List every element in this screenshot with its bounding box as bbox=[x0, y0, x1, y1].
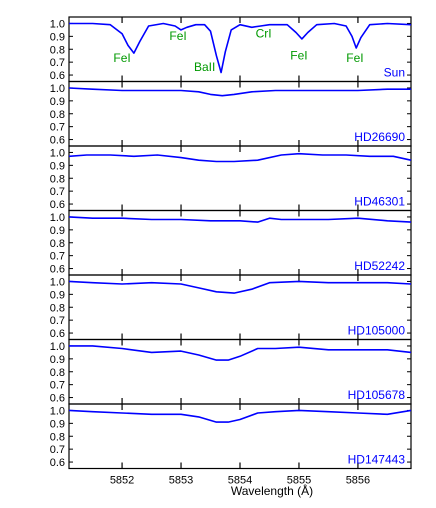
y-tick-label: 0.6 bbox=[50, 264, 65, 276]
y-tick-label: 1.0 bbox=[50, 341, 65, 353]
y-tick-label: 0.7 bbox=[50, 122, 65, 134]
star-label: HD26690 bbox=[354, 130, 405, 144]
y-tick-label: 1.0 bbox=[50, 276, 65, 288]
x-tick-label: 5854 bbox=[228, 475, 252, 487]
y-tick-label: 0.7 bbox=[50, 315, 65, 327]
y-tick-label: 1.0 bbox=[50, 405, 65, 417]
x-tick-label: 5855 bbox=[287, 475, 311, 487]
y-tick-label: 0.6 bbox=[50, 199, 65, 211]
y-tick-label: 0.6 bbox=[50, 70, 65, 82]
y-tick-label: 0.6 bbox=[50, 135, 65, 147]
y-tick-label: 1.0 bbox=[50, 18, 65, 30]
panel-hd105000: 0.60.70.80.91.0 HD105000 bbox=[50, 274, 412, 341]
panel-sun: 0.60.70.80.91.0 Sun FeI FeI BaII CrI FeI FeI bbox=[50, 16, 412, 83]
panel-hd52242: 0.60.70.80.91.0 HD52242 bbox=[50, 209, 412, 276]
y-tick-label: 0.9 bbox=[50, 354, 65, 366]
line-label: FeI bbox=[169, 29, 186, 43]
x-tick-label: 5856 bbox=[346, 475, 370, 487]
y-tick-label: 0.9 bbox=[50, 418, 65, 430]
star-label: Sun bbox=[384, 66, 405, 80]
y-tick-label: 0.7 bbox=[50, 380, 65, 392]
y-tick-label: 0.9 bbox=[50, 225, 65, 237]
line-label: FeI bbox=[290, 49, 307, 63]
spectrum-line-hd105678 bbox=[69, 345, 412, 361]
y-tick-label: 0.9 bbox=[50, 96, 65, 108]
y-tick-label: 0.8 bbox=[50, 173, 65, 185]
y-tick-label: 0.7 bbox=[50, 444, 65, 456]
y-tick-label: 0.6 bbox=[50, 393, 65, 405]
panel-hd26690: 0.60.70.80.91.0 HD26690 bbox=[50, 80, 412, 147]
x-axis: 5852 5853 5854 5855 5856 bbox=[110, 475, 370, 487]
y-tick-label: 0.9 bbox=[50, 160, 65, 172]
y-tick-label: 0.7 bbox=[50, 186, 65, 198]
y-tick-label: 0.7 bbox=[50, 57, 65, 69]
spectrum-line-hd147443 bbox=[68, 409, 412, 423]
panel-frame bbox=[68, 16, 412, 83]
spectrum-line-hd46301 bbox=[68, 152, 412, 163]
star-label: HD105000 bbox=[348, 324, 406, 338]
spectrum-line-hd52242 bbox=[68, 216, 412, 223]
x-tick-label: 5853 bbox=[169, 475, 193, 487]
line-label: FeI bbox=[346, 51, 363, 65]
x-tick-label: 5852 bbox=[110, 475, 134, 487]
y-tick-label: 0.8 bbox=[50, 367, 65, 379]
spectrum-line-hd26690 bbox=[68, 87, 411, 97]
y-tick-label: 0.7 bbox=[50, 251, 65, 263]
star-label: HD52242 bbox=[354, 259, 405, 273]
y-tick-label: 1.0 bbox=[50, 212, 65, 224]
y-tick-label: 1.0 bbox=[50, 147, 65, 159]
y-tick-label: 1.0 bbox=[50, 83, 65, 95]
line-label: CrI bbox=[256, 27, 272, 41]
line-label: BaII bbox=[194, 60, 215, 74]
y-tick-label: 0.9 bbox=[50, 31, 65, 43]
y-tick-label: 0.8 bbox=[50, 302, 65, 314]
x-axis-label: Wavelength (Å) bbox=[231, 483, 313, 498]
star-label: HD46301 bbox=[354, 195, 405, 209]
panel-hd46301: 0.60.70.80.91.0 HD46301 bbox=[50, 145, 412, 212]
star-label: HD105678 bbox=[348, 388, 406, 402]
line-label: FeI bbox=[113, 51, 130, 65]
y-tick-label: 0.8 bbox=[50, 109, 65, 121]
y-tick-label: 0.8 bbox=[50, 44, 65, 56]
star-label: HD147443 bbox=[348, 453, 406, 467]
y-tick-label: 0.9 bbox=[50, 289, 65, 301]
y-tick-label: 0.8 bbox=[50, 238, 65, 250]
spectrum-line-hd105000 bbox=[68, 280, 412, 294]
panel-hd147443: 0.60.70.80.91.0 HD147443 bbox=[50, 403, 412, 470]
spectrum-line-sun bbox=[69, 22, 412, 74]
y-tick-label: 0.6 bbox=[50, 328, 65, 340]
y-tick-label: 0.6 bbox=[50, 457, 65, 469]
y-tick-label: 0.8 bbox=[50, 431, 65, 443]
panel-hd105678: 0.60.70.80.91.0 HD105678 bbox=[50, 338, 412, 405]
